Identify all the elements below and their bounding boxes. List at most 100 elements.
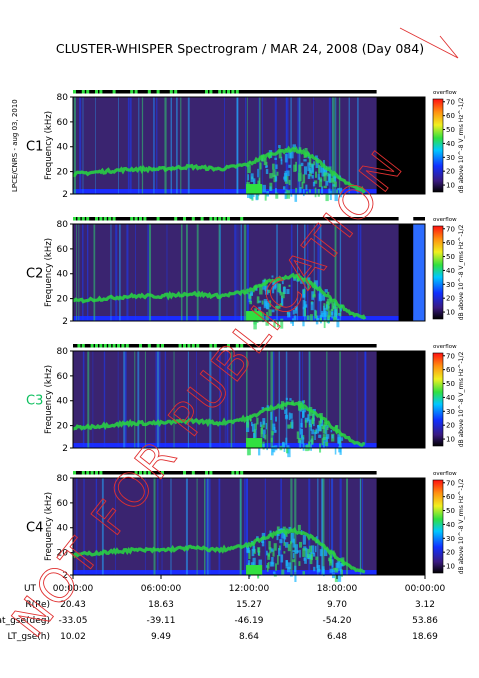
noise-cell <box>251 192 253 200</box>
noise-cell <box>321 438 324 446</box>
noise-cell <box>264 289 269 295</box>
colorbar-status-label: overflow <box>433 90 457 96</box>
status-mark <box>90 344 94 348</box>
noise-cell <box>337 437 341 444</box>
noise-cell <box>303 159 307 162</box>
burst <box>280 478 283 575</box>
burst <box>92 351 94 448</box>
noise-cell <box>316 560 319 569</box>
status-bar <box>73 344 425 348</box>
noise-cell <box>307 414 310 422</box>
burst <box>240 224 243 321</box>
noise-cell <box>285 437 288 445</box>
noise-cell <box>323 312 327 322</box>
burst <box>308 478 311 575</box>
noise-cell <box>254 423 257 430</box>
ephemeris-value: 18.63 <box>148 600 174 610</box>
burst <box>244 478 246 575</box>
noise-cell <box>303 400 306 404</box>
noise-cell <box>325 434 330 439</box>
colorbar-tick-label: 20 <box>446 422 455 430</box>
burst <box>360 478 362 575</box>
ephemeris-value: 9.70 <box>327 600 347 610</box>
burst <box>236 224 238 321</box>
noise-cell <box>290 151 294 159</box>
noise-cell <box>253 545 256 553</box>
noise-cell <box>278 150 282 159</box>
noise-cell <box>315 556 319 561</box>
ephemeris-label: Lat_gse(deg) <box>0 616 50 626</box>
colorbar-tick-label: 30 <box>446 408 455 416</box>
burst <box>361 478 364 575</box>
status-mark <box>112 90 116 94</box>
status-mark <box>108 217 112 221</box>
y-axis-label: Frequency (kHz) <box>44 238 54 307</box>
colorbar <box>432 352 444 447</box>
colorbar-status-label: overflow <box>433 344 457 350</box>
noise-cell <box>275 164 278 169</box>
burst <box>185 478 188 575</box>
status-mark <box>222 217 226 221</box>
noise-cell <box>259 421 262 427</box>
noise-cell <box>313 282 316 285</box>
status-mark <box>161 471 164 475</box>
panel-frame <box>72 96 426 195</box>
noise-cell <box>281 569 285 575</box>
noise-cell <box>278 304 281 309</box>
status-mark <box>227 344 230 348</box>
burst <box>110 224 112 321</box>
noise-cell <box>274 176 278 182</box>
burst <box>236 97 239 194</box>
noise-cell <box>327 173 331 183</box>
burst <box>339 351 341 448</box>
noise-cell <box>269 300 272 308</box>
ephemeris-label: R(Re) <box>25 600 50 610</box>
burst <box>308 351 311 448</box>
noise-cell <box>285 447 289 454</box>
burst <box>290 97 292 194</box>
burst <box>290 224 293 321</box>
noise-cell <box>249 418 252 422</box>
burst <box>317 478 319 575</box>
burst <box>313 97 315 194</box>
emission-patch <box>246 311 263 321</box>
noise-cell <box>303 301 307 308</box>
colorbar-tick-label: 50 <box>446 507 455 515</box>
noise-cell <box>269 561 273 567</box>
noise-cell <box>323 167 328 176</box>
noise-cell <box>336 318 340 328</box>
y-tick-label: 40 <box>57 143 69 153</box>
status-mark <box>77 344 81 348</box>
noise-cell <box>262 418 266 425</box>
noise-cell <box>269 173 273 179</box>
noise-cell <box>270 437 273 443</box>
noise-cell <box>248 550 251 560</box>
noise-cell <box>300 172 302 182</box>
burst <box>87 351 90 448</box>
ephemeris-value: 6.48 <box>327 632 347 642</box>
ephemeris-value: 15.27 <box>236 600 262 610</box>
noise-cell <box>327 291 330 295</box>
noise-cell <box>303 155 306 158</box>
noise-cell <box>277 555 279 565</box>
status-mark <box>231 90 235 94</box>
noise-cell <box>296 431 300 439</box>
noise-cell <box>259 162 262 170</box>
status-mark <box>143 217 147 221</box>
status-mark <box>139 217 142 221</box>
noise-cell <box>302 299 305 310</box>
colorbar-tick-label: 40 <box>446 267 455 275</box>
burst <box>196 351 197 448</box>
noise-cell <box>314 280 318 289</box>
burst <box>164 351 167 448</box>
noise-cell <box>305 447 309 452</box>
noise-cell <box>270 446 274 456</box>
colorbar-tick-label: 20 <box>446 295 455 303</box>
noise-cell <box>332 184 335 187</box>
noise-cell <box>271 557 274 565</box>
noise-cell <box>262 312 265 323</box>
status-mark <box>183 471 186 475</box>
noise-cell <box>334 574 338 583</box>
burst <box>243 224 246 321</box>
